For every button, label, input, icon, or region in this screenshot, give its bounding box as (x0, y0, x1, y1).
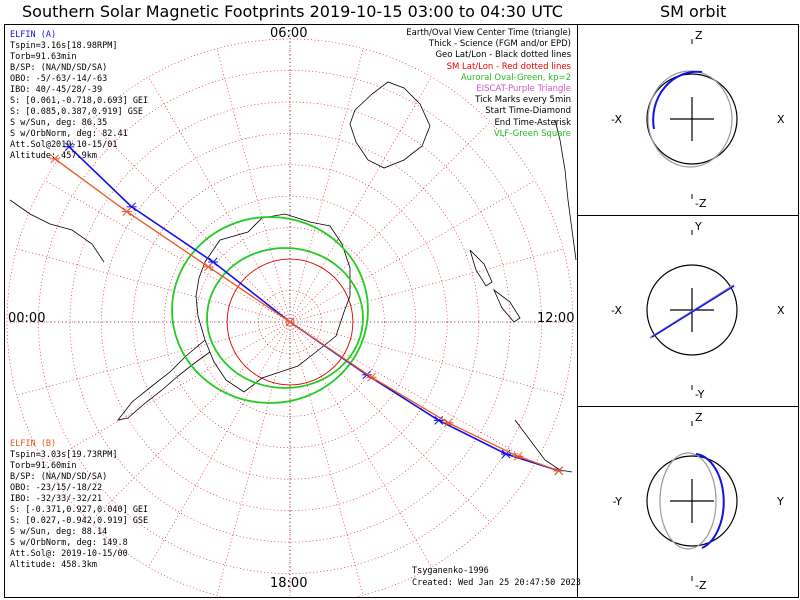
elfin-a-line: OBO: -5/-63/-14/-63 (10, 74, 108, 84)
hour-label-right: 12:00 (537, 311, 575, 326)
australia-coastline (349, 81, 431, 169)
elfin-a-line: Att.Sol@2019-10-15/01 (10, 140, 118, 150)
elfin-a-line: S w/Sun, deg: 86.35 (10, 118, 108, 128)
elfin-b-line: S: [-0.371,0.927,0.040] GEI (10, 505, 149, 515)
track-tick-b (121, 207, 132, 216)
track-tick-a (64, 142, 75, 152)
legend-entry: VLF-Green Square (493, 128, 571, 139)
legend-entry: Earth/Oval View Center Time (triangle) (406, 28, 571, 38)
created-text: Created: Wed Jan 25 20:47:50 2023 (412, 578, 581, 588)
track-tick-b (553, 466, 564, 476)
south-america-coastline (554, 119, 577, 261)
antarctic-peninsula (117, 339, 211, 421)
elfin-b-line: S w/Sun, deg: 88.14 (10, 527, 108, 537)
sm-longitude-line (289, 248, 564, 323)
elfin-a-line: IBO: 40/-45/28/-39 (10, 85, 103, 95)
track-tick-b (49, 154, 60, 164)
elfin-b-line: Altitude: 458.3km (10, 560, 97, 570)
sm-longitude-line (216, 321, 291, 596)
elfin-b-line: Tspin=3.03s[19.73RPM] (10, 450, 118, 460)
africa-coastline (9, 199, 105, 263)
page-title: Southern Solar Magnetic Footprints 2019-… (22, 2, 563, 21)
landmass-outlines (9, 81, 577, 473)
track-tick-b (513, 452, 523, 461)
elfin-b-line: Torb=91.60min (10, 461, 77, 471)
elfin-a-line: Altitude: 457.9km (10, 151, 97, 161)
sm-longitude-line (216, 48, 291, 323)
legend: Earth/Oval View Center Time (triangle) Th… (406, 28, 571, 140)
sm-longitude-line (289, 321, 564, 396)
legend-entry: Tick Marks every 5min (475, 95, 571, 106)
track-tick-b (285, 317, 295, 327)
satellite-tracks (49, 142, 564, 476)
sm-longitude-line (148, 76, 291, 323)
elfin-a-line: S: [0.061,-0.718,0.693] GEI (10, 96, 149, 106)
elfin-a-line: Tspin=3.16s[18.98RPM] (10, 41, 118, 51)
track-elfin-a (68, 146, 560, 472)
sm-longitude-line (289, 121, 491, 323)
elfin-b-line: Att.Sol@: 2019-10-15/00 (10, 549, 128, 559)
elfin-b-line: IBO: -32/33/-32/21 (10, 494, 103, 504)
hour-label-bottom: 18:00 (270, 576, 308, 591)
sm-latitude-circle (226, 258, 354, 386)
track-tick-b (203, 262, 214, 272)
sm-latitude-circle (6, 38, 574, 597)
sm-longitude-line (16, 248, 291, 323)
legend-entry: Start Time-Diamond (485, 106, 571, 117)
legend-entry: Geo Lat/Lon - Black dotted lines (435, 50, 571, 61)
elfin-b-line: S w/OrbNorm, deg: 149.8 (10, 538, 128, 548)
elfin-a-line: B/SP: (NA/ND/SD/SA) (10, 63, 108, 73)
legend-entry: Thick - Science (FGM and/or EPD) (428, 39, 571, 50)
geo-grid (10, 30, 574, 592)
elfin-a-line: S w/OrbNorm, deg: 82.41 (10, 129, 128, 139)
sm-latitude-circle (195, 227, 385, 417)
elfin-b-info: ELFIN (B) Tspin=3.03s[19.73RPM] Torb=91.6… (10, 439, 148, 571)
sm-latitude-circle (163, 195, 417, 449)
elfin-b-line: B/SP: (NA/ND/SD/SA) (10, 472, 108, 482)
hour-label-left: 00:00 (8, 311, 46, 326)
elfin-b-line: OBO: -23/15/-18/22 (10, 483, 103, 493)
elfin-a-line: Torb=91.63min (10, 52, 77, 62)
sm-latitude-circle (38, 70, 542, 574)
elfin-b-name: ELFIN (B) (10, 439, 57, 449)
sm-longitude-line (289, 321, 491, 523)
elfin-a-info: ELFIN (A) Tspin=3.16s[18.98RPM] Torb=91.6… (10, 30, 148, 162)
track-elfin-b (54, 158, 560, 472)
legend-entry: End Time-Asterisk (494, 117, 571, 128)
antarctica-coastline (195, 213, 351, 393)
auroral-oval-inner (206, 247, 364, 389)
credit-text: Tsyganenko-1996 (412, 566, 489, 576)
track-tick-b (366, 372, 377, 382)
track-tick-b (443, 418, 454, 428)
auroral-ovals (171, 216, 369, 404)
south-america-tip (514, 419, 573, 473)
legend-entry: Auroral Oval-Green, kp=2 (460, 72, 571, 83)
sm-latitude-circle (132, 164, 448, 480)
sm-longitude-line (289, 321, 364, 596)
legend-entry: SM Lat/Lon - Red dotted lines (446, 61, 571, 72)
track-tick-a (433, 416, 444, 425)
orbit-title: SM orbit (660, 2, 727, 21)
hour-label-top: 06:00 (270, 26, 308, 41)
elfin-a-name: ELFIN (A) (10, 30, 57, 40)
orbit-panel-yz (577, 406, 799, 598)
elfin-b-line: S: [0.027,-0.942,0.919] GSE (10, 516, 149, 526)
legend-entry: EISCAT-Purple Triangle (476, 84, 571, 95)
sm-longitude-line (289, 180, 536, 323)
sm-longitude-line (16, 321, 291, 396)
new-zealand (469, 249, 521, 323)
elfin-a-line: S: [0.085,0.387,0.919] GSE (10, 107, 144, 117)
auroral-oval-outer (171, 216, 369, 404)
